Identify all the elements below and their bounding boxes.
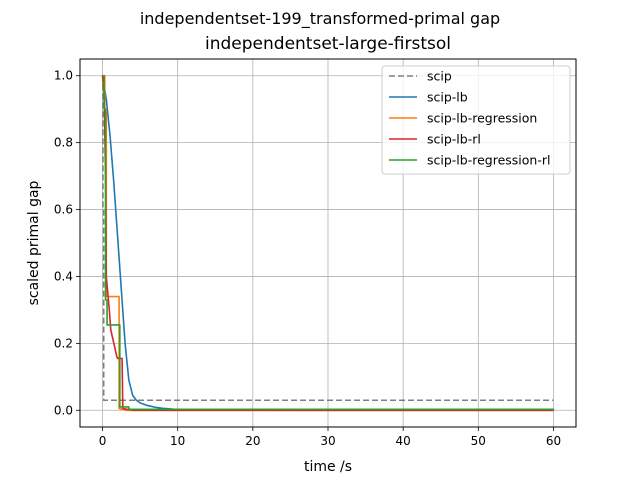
y-tick-label: 0.2	[54, 336, 73, 350]
figure-suptitle: independentset-199_transformed-primal ga…	[140, 9, 500, 29]
axis-ticks: 0 10 20 30 40 50 60 0.0 0.2 0.4 0.6 0.8 1.0	[54, 69, 561, 448]
legend-label: scip-lb-regression	[427, 111, 537, 126]
y-tick-label: 0.0	[54, 403, 73, 417]
x-tick-label: 0	[99, 434, 107, 448]
y-tick-label: 0.4	[54, 269, 73, 283]
y-tick-label: 0.8	[54, 136, 73, 150]
series-line-scip-lb-regression-rl	[102, 74, 555, 411]
x-axis-label: time /s	[304, 459, 352, 475]
legend-label: scip-lb	[427, 90, 468, 105]
chart-title: independentset-large-firstsol	[205, 34, 451, 54]
y-tick-label: 1.0	[54, 69, 73, 83]
legend-label: scip	[427, 69, 452, 84]
legend-box	[381, 65, 571, 175]
x-tick-label: 50	[471, 434, 486, 448]
y-tick-label: 0.6	[54, 203, 73, 217]
x-tick-label: 20	[245, 434, 260, 448]
x-tick-label: 40	[396, 434, 411, 448]
x-tick-label: 60	[546, 434, 561, 448]
y-axis-label: scaled primal gap	[26, 180, 42, 305]
x-tick-label: 10	[170, 434, 185, 448]
legend-label: scip-lb-regression-rl	[427, 153, 550, 168]
series-lines	[101, 74, 555, 412]
legend: scip scip-lb scip-lb-regression scip-lb-rl s…	[381, 65, 571, 175]
legend-label: scip-lb-rl	[427, 132, 481, 147]
x-tick-label: 30	[320, 434, 335, 448]
